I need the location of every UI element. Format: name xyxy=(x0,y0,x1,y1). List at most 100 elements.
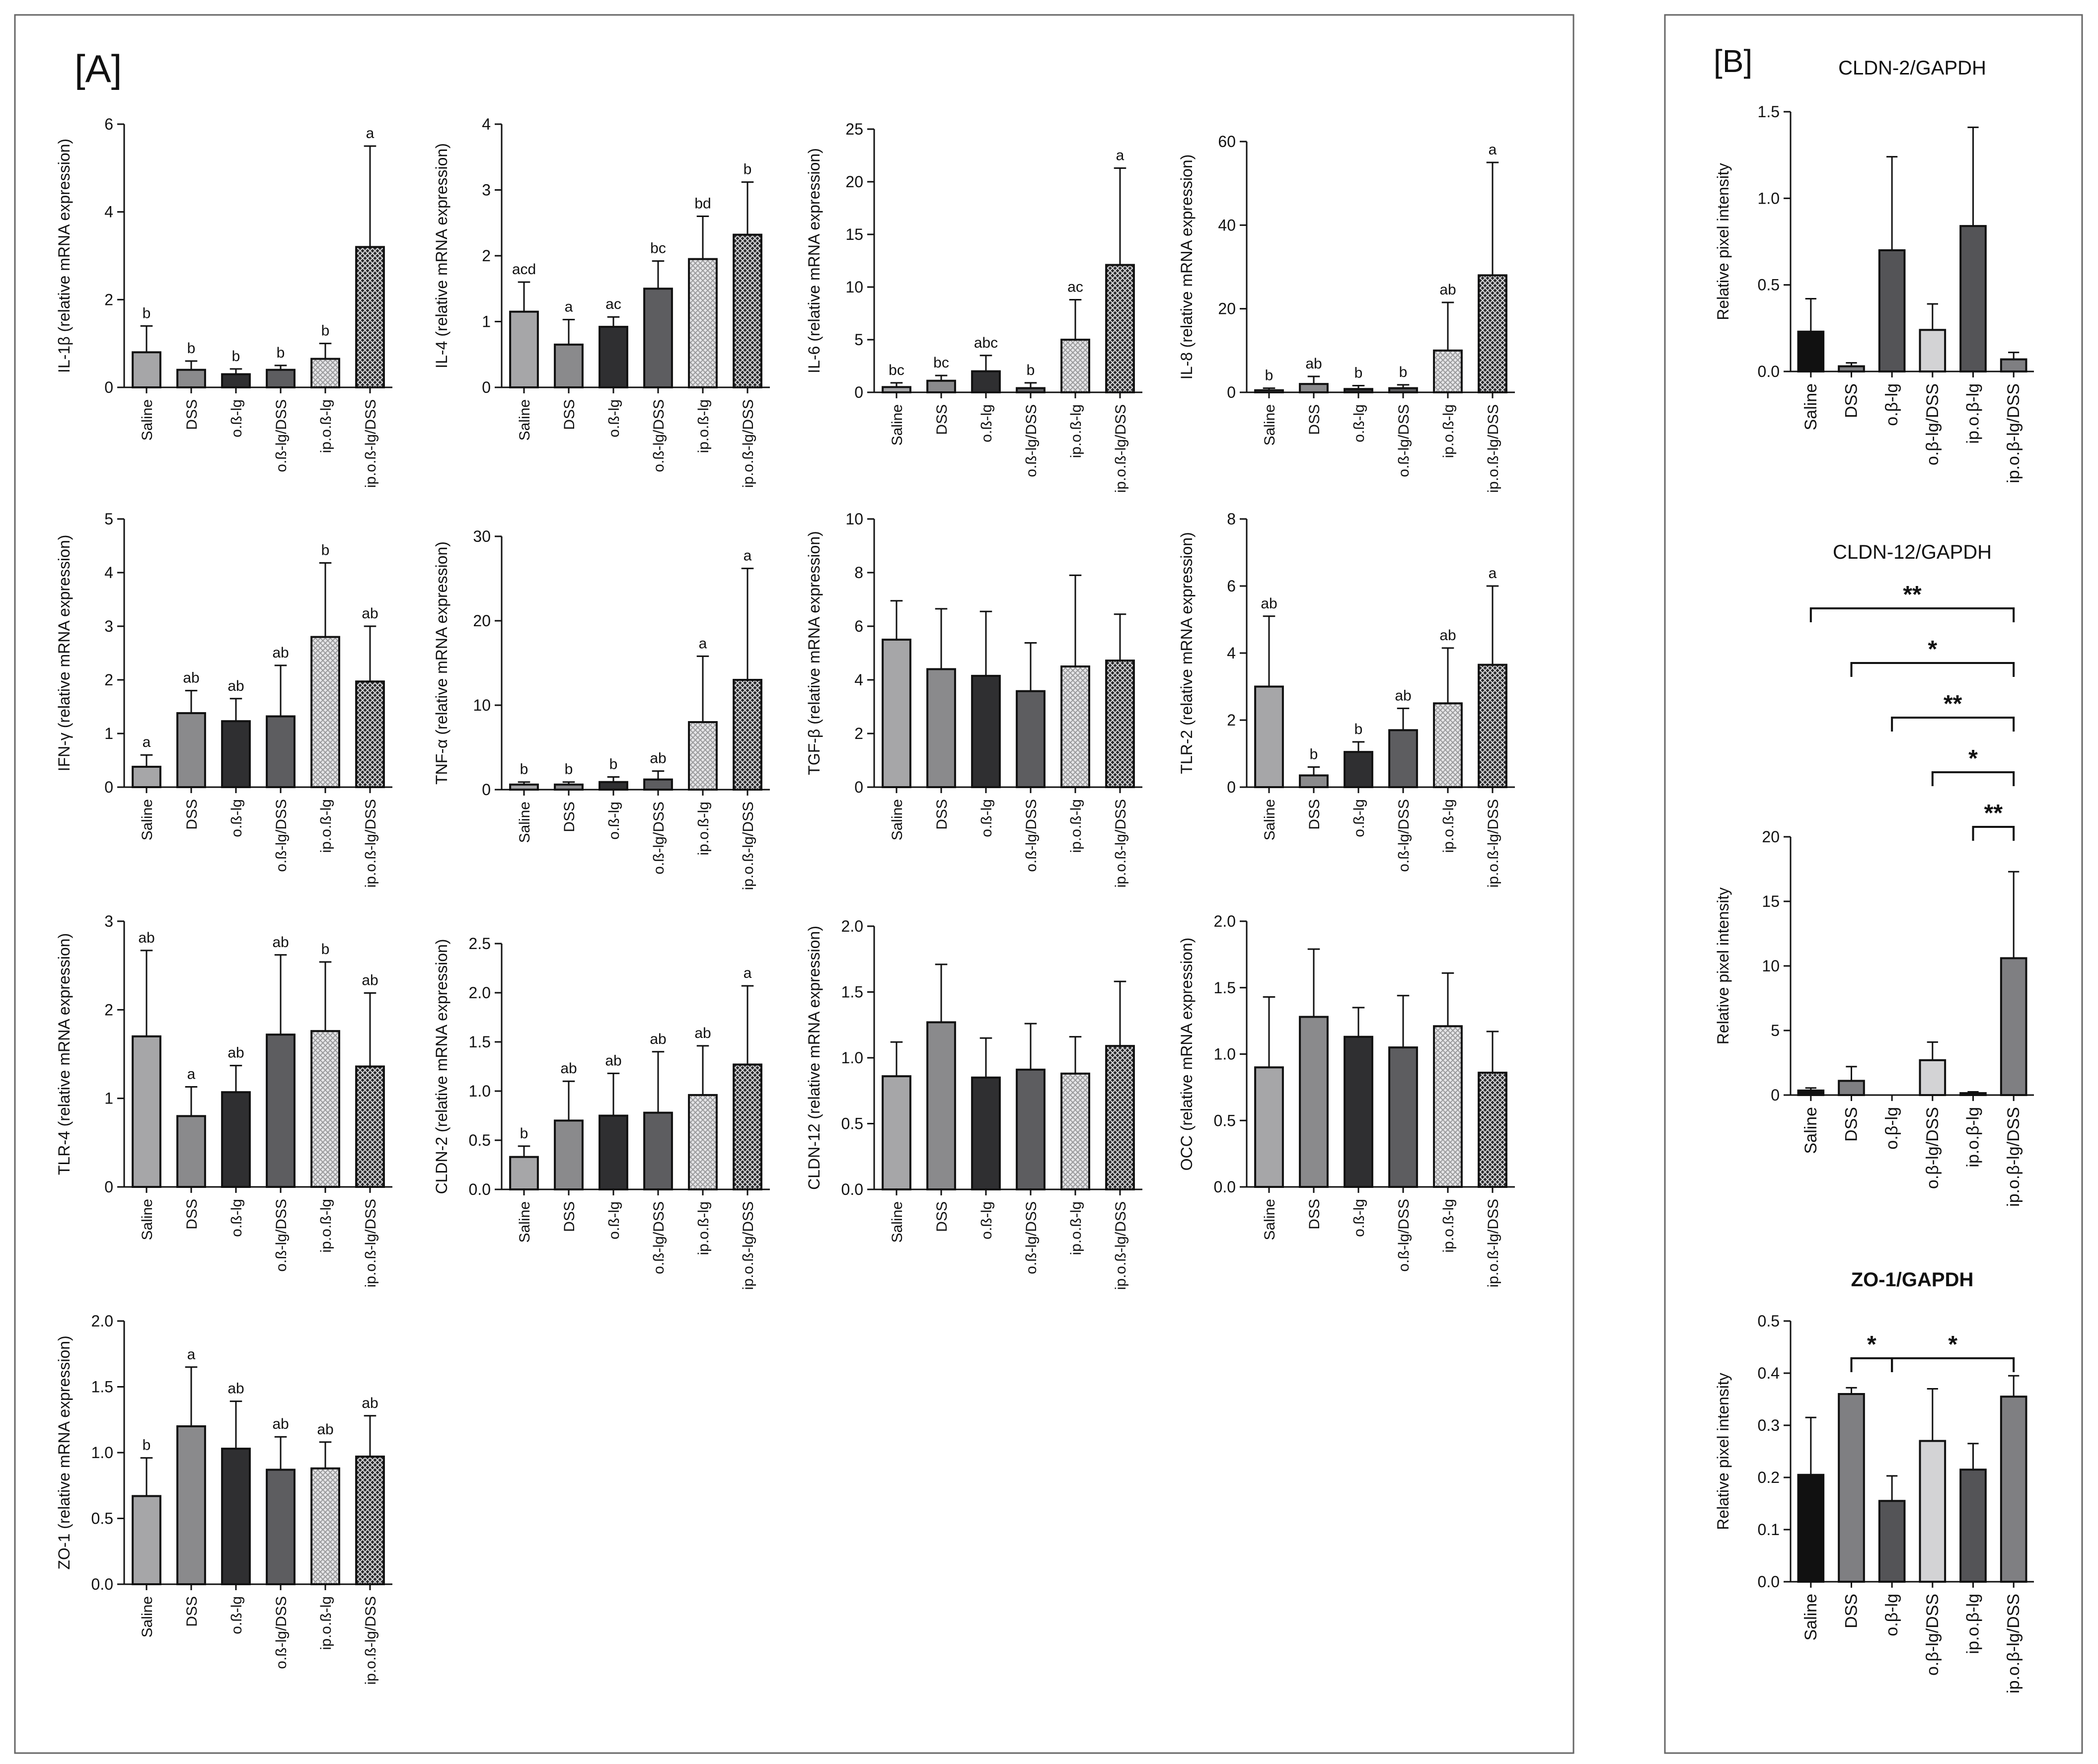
significance-letter: a xyxy=(1116,147,1124,163)
category-label: Saline xyxy=(889,1201,905,1243)
category-label: ip.o.ß-lg/DSS xyxy=(740,399,756,488)
significance-letter: a xyxy=(699,635,707,652)
significance-letter: ab xyxy=(1305,356,1322,372)
category-label: Saline xyxy=(1262,799,1278,840)
significance-letter: ab xyxy=(183,670,199,686)
bar xyxy=(221,1091,251,1188)
y-tick-label: 0.5 xyxy=(1758,1312,1780,1330)
category-label: ip.o.ß-lg xyxy=(318,1199,334,1252)
y-axis-label: IL-4 (relative mRNA expression) xyxy=(433,143,450,368)
y-tick-label: 5 xyxy=(104,510,113,528)
bar xyxy=(733,1063,762,1191)
category-label: Saline xyxy=(1801,383,1820,431)
y-tick-label: 20 xyxy=(473,612,491,630)
bar xyxy=(1478,1071,1507,1188)
y-tick-label: 1.0 xyxy=(91,1444,113,1462)
category-label: ip.o.ß-lg xyxy=(1440,404,1457,458)
y-tick-label: 0.0 xyxy=(1758,363,1780,380)
significance-letter: b xyxy=(1310,746,1318,763)
panel-a-label: [A] xyxy=(75,47,122,90)
category-label: Saline xyxy=(139,1596,155,1637)
category-label: o.β-lg/DSS xyxy=(1923,1594,1942,1676)
bar xyxy=(1016,1068,1046,1191)
significance-letter: ab xyxy=(1395,687,1411,704)
bar xyxy=(509,783,539,791)
y-tick-label: 0 xyxy=(1227,383,1236,401)
significance-star: ** xyxy=(1903,582,1922,608)
bar xyxy=(971,1076,1001,1190)
y-tick-label: 15 xyxy=(845,225,863,243)
chart-cldn2a: 0.0 0.5 1.0 1.5 2.0 2.5 CLDN-2 (relative mRNA … xyxy=(433,935,770,1290)
significance-letter: a xyxy=(744,548,752,564)
bar xyxy=(310,1030,340,1188)
category-label: ip.o.β-lg/DSS xyxy=(2004,1594,2023,1693)
y-tick-label: 0.5 xyxy=(1758,276,1780,294)
significance-letter: b xyxy=(609,756,618,773)
significance-letter: ab xyxy=(694,1025,711,1041)
y-tick-label: 25 xyxy=(845,120,863,138)
significance-letter: b xyxy=(277,345,285,361)
category-label: o.ß-lg/DSS xyxy=(1396,404,1412,477)
bar xyxy=(132,1035,161,1188)
category-label: ip.o.β-lg xyxy=(1964,383,1983,444)
y-tick-label: 5 xyxy=(1771,1022,1780,1039)
category-label: Saline xyxy=(1262,1199,1278,1240)
significance-letter: ab xyxy=(1439,627,1456,644)
bar xyxy=(1433,1025,1463,1188)
category-label: o.ß-lg xyxy=(228,1596,245,1634)
y-tick-label: 4 xyxy=(854,671,863,689)
significance-star: ** xyxy=(1944,691,1962,717)
chart-title: ZO-1/GAPDH xyxy=(1851,1269,1974,1291)
y-tick-label: 4 xyxy=(1227,644,1236,662)
y-tick-label: 0.0 xyxy=(1214,1178,1236,1196)
bar xyxy=(1478,663,1507,788)
significance-letter: ab xyxy=(227,1381,244,1397)
bar xyxy=(599,1114,628,1190)
chart-title: CLDN-2/GAPDH xyxy=(1838,57,1986,79)
significance-letter: b xyxy=(520,1125,528,1142)
y-tick-label: 2 xyxy=(854,725,863,742)
y-axis-label: OCC (relative mRNA expression) xyxy=(1178,938,1196,1171)
bar xyxy=(1433,349,1463,393)
category-label: o.ß-lg xyxy=(228,799,245,837)
category-label: Saline xyxy=(517,802,533,843)
y-tick-label: 10 xyxy=(845,510,863,528)
y-tick-label: 0 xyxy=(482,781,491,799)
bar xyxy=(1016,387,1046,394)
significance-letter: ab xyxy=(272,645,289,661)
bar xyxy=(1016,690,1046,789)
y-tick-label: 4 xyxy=(482,115,491,133)
category-label: Saline xyxy=(139,799,155,840)
significance-letter: ab xyxy=(272,934,289,951)
significance-letter: bc xyxy=(889,362,904,378)
significance-letter: ab xyxy=(227,678,244,694)
category-label: DSS xyxy=(1306,1199,1323,1230)
bar xyxy=(926,1021,956,1190)
y-tick-label: 10 xyxy=(473,696,491,714)
bar xyxy=(1299,383,1329,394)
significance-letter: b xyxy=(321,542,330,559)
category-label: ip.o.ß-lg/DSS xyxy=(1485,1199,1501,1287)
category-label: ip.o.ß-lg/DSS xyxy=(1113,1201,1129,1290)
significance-letter: a xyxy=(744,965,752,981)
bar xyxy=(733,679,762,791)
y-tick-label: 1.5 xyxy=(91,1378,113,1396)
category-label: DSS xyxy=(1842,1594,1861,1628)
y-tick-label: 0.3 xyxy=(1758,1416,1780,1434)
bar xyxy=(355,1065,385,1188)
chart-cldn2b: 0.0 0.5 1.0 1.5 Relative pixel intensity CLDN… xyxy=(1714,57,2034,483)
bar xyxy=(221,1448,251,1586)
category-label: o.ß-lg/DSS xyxy=(273,399,290,472)
charts-layer: 0 2 4 6 IL-1β (relative mRNA expression) b Sal… xyxy=(55,57,2034,1693)
category-label: o.β-lg/DSS xyxy=(1923,383,1942,465)
y-tick-label: 0.5 xyxy=(469,1131,491,1149)
significance-letter: a xyxy=(1489,565,1497,582)
bar xyxy=(176,368,206,389)
y-axis-label: TLR-2 (relative mRNA expression) xyxy=(1178,532,1196,774)
bar xyxy=(1797,330,1825,372)
y-tick-label: 0 xyxy=(104,778,113,796)
y-tick-label: 3 xyxy=(104,617,113,635)
significance-letter: ab xyxy=(317,1421,333,1438)
category-label: o.ß-lg/DSS xyxy=(1396,1199,1412,1272)
